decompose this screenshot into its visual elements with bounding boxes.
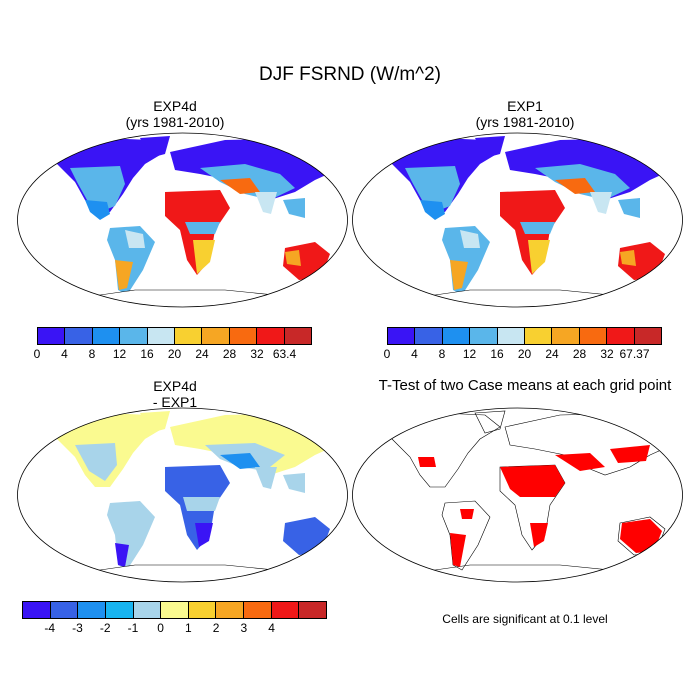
map-exp4d [17,132,348,308]
colorbar-swatch [552,328,580,344]
colorbar-tick-label: 28 [572,347,587,361]
colorbar-swatch [147,328,176,344]
colorbar-tick-label: 4 [268,621,275,635]
colorbar-tick-label: 24 [545,347,559,361]
panel-title-diff: EXP4d - EXP1 [40,378,310,410]
colorbar-tick-label: 12 [462,347,477,361]
map-diff [17,407,348,583]
colorbar-swatch [299,602,327,618]
panel-title-exp4d: EXP4d (yrs 1981-2010) [40,98,310,130]
colorbar-swatch [133,602,162,618]
colorbar-tick-label: 4 [61,347,68,361]
colorbar-tick-label: -1 [127,621,139,635]
colorbar-swatch [634,328,662,344]
colorbar-tick-label: 20 [517,347,532,361]
colorbar-swatch [607,328,635,344]
panel-title-ttest: T-Test of two Case means at each grid po… [350,378,700,394]
panel-title-exp4d-line2: (yrs 1981-2010) [125,114,225,130]
colorbar-swatch [105,602,134,618]
panel-title-exp1-line2: (yrs 1981-2010) [475,114,575,130]
colorbar-tick-label: 0 [33,347,41,361]
colorbar-swatch [244,602,272,618]
colorbar-swatch [442,328,471,344]
colorbar-swatch [415,328,443,344]
panel-title-exp4d-line1: EXP4d [153,98,197,114]
colorbar-tick-label: 2 [212,621,220,635]
colorbar-swatch [188,602,217,618]
colorbar-swatch [78,602,106,618]
colorbar-exp4d-ticks: 0 4 8 12 16 20 24 28 32 63.4 [0,347,700,363]
colorbar-tick-label: 12 [112,347,127,361]
colorbar-swatch [23,602,51,618]
colorbar-tick-label: -2 [99,621,111,635]
panel-title-ttest-line1: T-Test of two Case means at each grid po… [378,377,672,394]
colorbar-swatch [229,328,258,344]
colorbar-swatch [65,328,93,344]
colorbar-swatch [525,328,553,344]
colorbar-tick-label: 0 [383,347,391,361]
colorbar-tick-label: 63.4 [272,347,297,361]
colorbar-tick-label: 67.37 [619,347,650,361]
colorbar-tick-label: -4 [44,621,56,635]
colorbar-swatch [388,328,416,344]
colorbar-tick-label: 16 [140,347,154,361]
colorbar-swatch [92,328,121,344]
colorbar-tick-label: 0 [157,621,164,635]
colorbar-tick-label: 4 [411,347,418,361]
colorbar-exp1-ticks: 0 4 8 12 16 20 24 28 32 67.37 [0,347,700,363]
colorbar-diff-ticks: -4 -3 -2 -1 0 1 2 3 4 [0,621,700,637]
colorbar-tick-label: 32 [600,347,614,361]
colorbar-tick-label: -3 [72,621,83,635]
colorbar-tick-label: 16 [490,347,504,361]
colorbar-swatch [284,328,312,344]
colorbar-tick-label: 8 [88,347,96,361]
colorbar-swatch [271,602,300,618]
colorbar-tick-label: 24 [195,347,209,361]
colorbar-swatch [497,328,526,344]
colorbar-tick-label: 1 [185,621,192,635]
colorbar-tick-label: 8 [438,347,446,361]
colorbar-diff [22,601,327,619]
colorbar-swatch [120,328,148,344]
colorbar-swatch [257,328,285,344]
colorbar-exp1 [387,327,662,345]
significance-note: Cells are significant at 0.1 level [442,612,608,626]
colorbar-tick-label: 32 [250,347,264,361]
colorbar-swatch [161,602,189,618]
map-exp1 [352,132,683,308]
panel-title-diff-line2: - EXP1 [152,394,198,410]
map-ttest [352,407,683,583]
colorbar-swatch [38,328,66,344]
colorbar-swatch [175,328,203,344]
colorbar-tick-label: 20 [167,347,182,361]
colorbar-swatch [470,328,498,344]
panel-title-exp1-line1: EXP1 [507,98,543,114]
panel-title-exp1: EXP1 (yrs 1981-2010) [390,98,660,130]
colorbar-tick-label: 3 [240,621,248,635]
colorbar-swatch [50,602,79,618]
colorbar-swatch [202,328,230,344]
colorbar-tick-label: 28 [222,347,237,361]
colorbar-exp4d [37,327,312,345]
main-title: DJF FSRND (W/m^2) [258,64,441,85]
colorbar-swatch [216,602,245,618]
colorbar-swatch [579,328,608,344]
panel-title-diff-line1: EXP4d [153,378,197,394]
